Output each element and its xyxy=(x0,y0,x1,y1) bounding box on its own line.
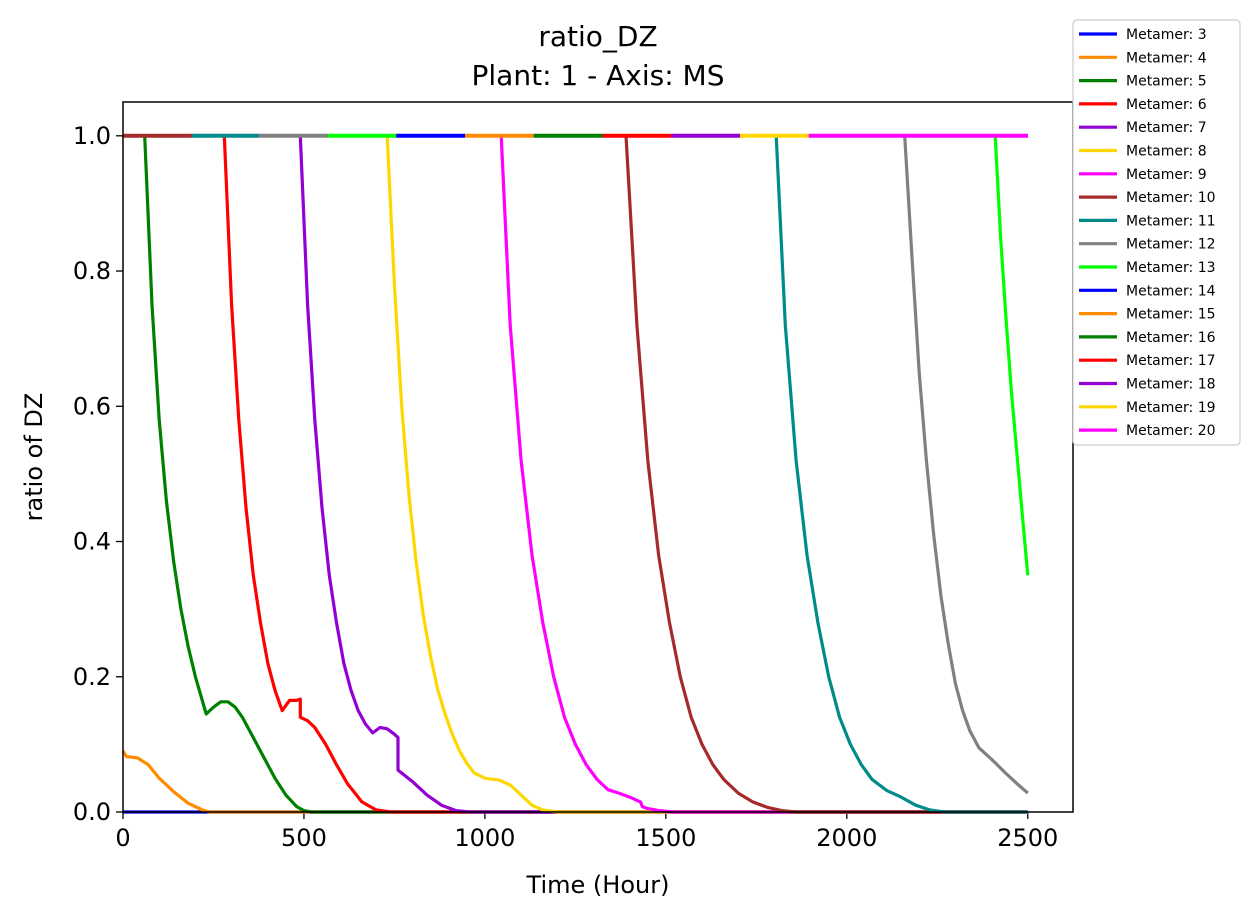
plot-area-frame xyxy=(122,101,1074,813)
legend-label: Metamer: 3 xyxy=(1126,27,1207,43)
legend-label: Metamer: 4 xyxy=(1126,50,1207,66)
legend-label: Metamer: 10 xyxy=(1126,190,1216,206)
legend-label: Metamer: 7 xyxy=(1126,120,1207,136)
legend-label: Metamer: 20 xyxy=(1126,423,1216,439)
y-axis-label: ratio of DZ xyxy=(20,393,48,522)
legend-label: Metamer: 6 xyxy=(1126,97,1207,113)
legend-label: Metamer: 13 xyxy=(1126,260,1216,276)
chart-title: ratio_DZ xyxy=(538,20,657,53)
series-line-metamer-9 xyxy=(123,134,1028,814)
legend-label: Metamer: 12 xyxy=(1126,237,1216,253)
y-tick-label: 0.0 xyxy=(73,798,111,826)
chart-subtitle: Plant: 1 - Axis: MS xyxy=(472,59,725,92)
x-tick-label: 1000 xyxy=(454,824,515,852)
legend-label: Metamer: 19 xyxy=(1126,400,1216,416)
series-line-metamer-7 xyxy=(123,134,1028,814)
series-line-metamer-8 xyxy=(123,134,1028,814)
legend-label: Metamer: 8 xyxy=(1126,144,1207,160)
y-tick-label: 0.6 xyxy=(73,392,111,420)
y-tick-label: 0.2 xyxy=(73,663,111,691)
series-line-metamer-12 xyxy=(123,134,1029,795)
series-line-metamer-10 xyxy=(123,134,1028,814)
legend-label: Metamer: 18 xyxy=(1126,377,1216,393)
legend: Metamer: 3 Metamer: 4 Metamer: 5 Metamer: 6… xyxy=(1072,19,1241,446)
legend-label: Metamer: 11 xyxy=(1126,213,1216,229)
x-tick-label: 0 xyxy=(115,824,130,852)
tick-layer: 0 500 1000 1500 2000 2500 0.0 0.2 0.4 0.6 0.8 1.0 xyxy=(73,122,1058,852)
series-line-metamer-6 xyxy=(123,134,1028,814)
y-tick-label: 1.0 xyxy=(73,122,111,150)
legend-label: Metamer: 5 xyxy=(1126,74,1207,90)
x-tick-label: 2500 xyxy=(997,824,1058,852)
legend-label: Metamer: 9 xyxy=(1126,167,1207,183)
series-line-metamer-5 xyxy=(123,134,1028,814)
y-tick-label: 0.4 xyxy=(73,528,111,556)
y-tick-label: 0.8 xyxy=(73,257,111,285)
legend-label: Metamer: 17 xyxy=(1126,353,1216,369)
x-tick-label: 2000 xyxy=(816,824,877,852)
legend-label: Metamer: 15 xyxy=(1126,307,1216,323)
x-axis-label: Time (Hour) xyxy=(526,871,670,899)
series-line-metamer-11 xyxy=(123,134,1028,814)
legend-label: Metamer: 14 xyxy=(1126,283,1216,299)
x-tick-label: 500 xyxy=(281,824,327,852)
series-line-metamer-4 xyxy=(121,750,1028,814)
x-tick-label: 1500 xyxy=(635,824,696,852)
legend-label: Metamer: 16 xyxy=(1126,330,1216,346)
series-line-metamer-13 xyxy=(123,134,1030,576)
